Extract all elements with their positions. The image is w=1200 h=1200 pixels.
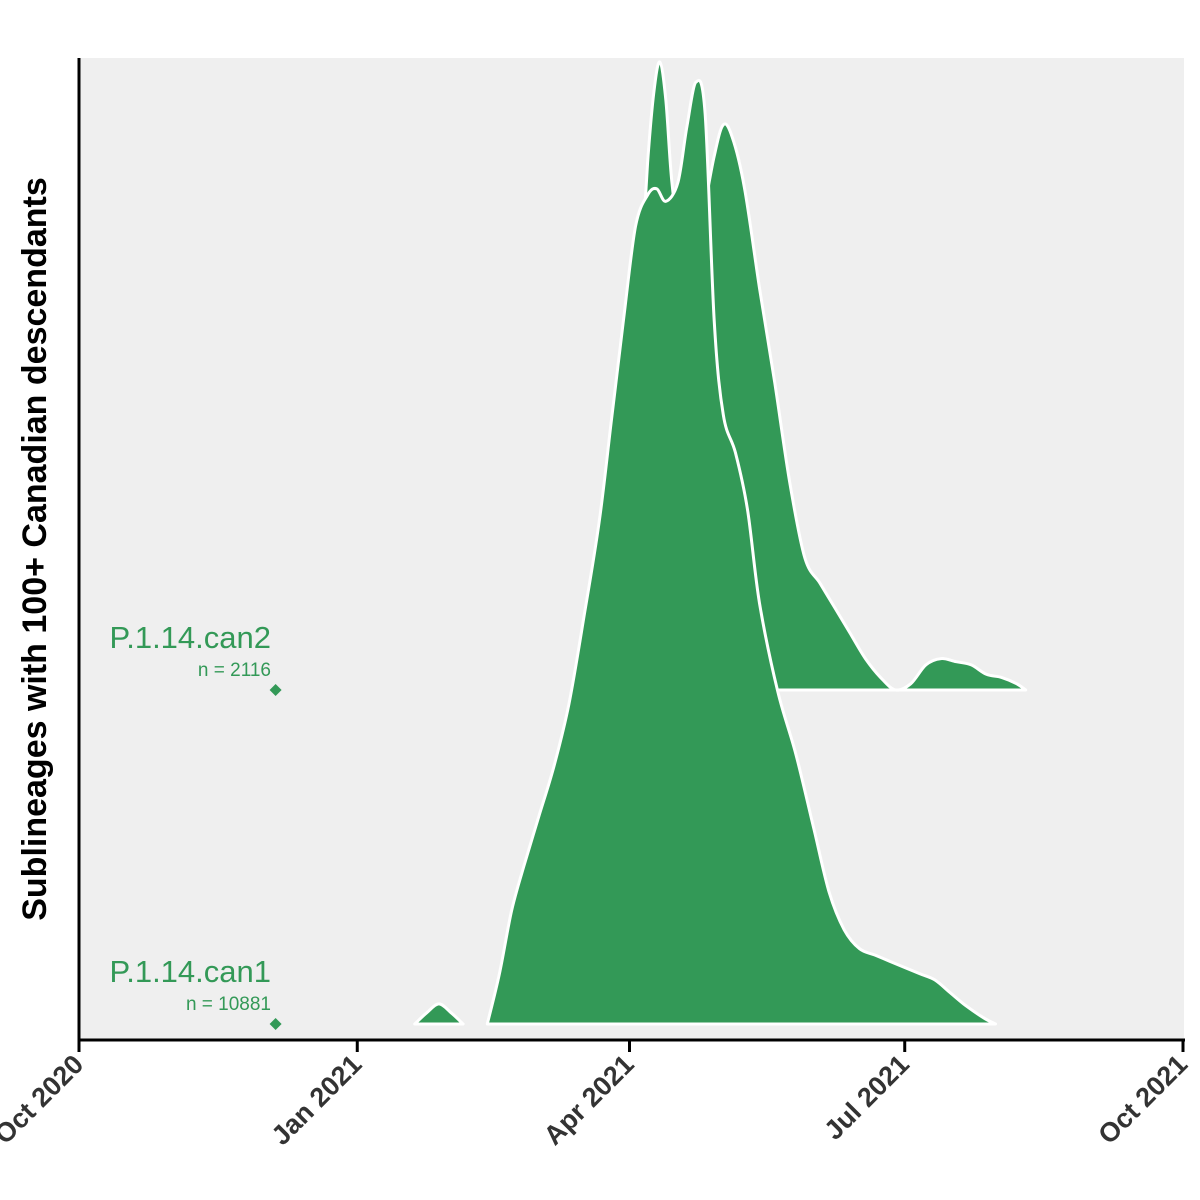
x-axis-ticks: Oct 2020 Jan 2021 Apr 2021 Jul 2021 Oct 2021 (0, 1040, 1193, 1151)
lineage-labels: P.1.14.can2 n = 2116 P.1.14.can1 n = 10881 (110, 620, 282, 1030)
x-tick-label: Apr 2021 (538, 1049, 640, 1151)
density-ridges (413, 60, 1028, 1026)
density-ridge-P.1.14.can1 (485, 78, 997, 1026)
x-tick-label: Jan 2021 (266, 1049, 368, 1151)
y-axis-label: Sublineages with 100+ Canadian descendan… (16, 177, 54, 921)
lineage-count-label: n = 10881 (186, 994, 271, 1015)
origin-marker (269, 1018, 282, 1030)
lineage-name-label: P.1.14.can1 (110, 954, 271, 989)
x-tick-label: Jul 2021 (818, 1049, 915, 1146)
x-tick-label: Oct 2021 (1092, 1049, 1193, 1150)
x-tick-label: Oct 2020 (0, 1049, 89, 1150)
lineage-count-label: n = 2116 (198, 660, 271, 681)
lineage-name-label: P.1.14.can2 (110, 620, 271, 655)
density-ridge-P.1.14.can1 (413, 1002, 465, 1026)
origin-marker (269, 684, 282, 696)
